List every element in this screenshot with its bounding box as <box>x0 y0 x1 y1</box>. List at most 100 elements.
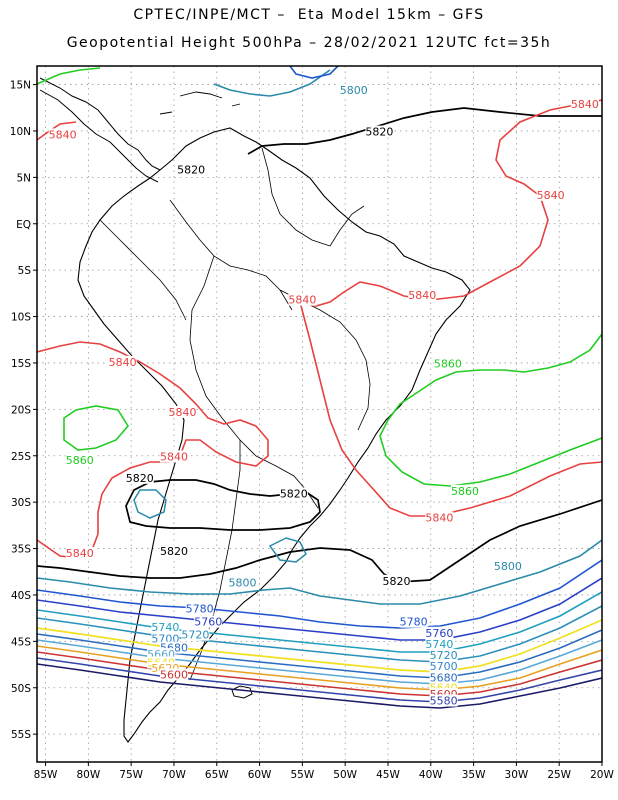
contour-label-background <box>151 621 180 634</box>
contour-label: 5800 <box>493 559 522 573</box>
lon-tick-label: 45W <box>376 769 400 781</box>
contour-label: 5840 <box>570 97 599 111</box>
contour-label: 5840 <box>168 405 197 419</box>
contour-label-background <box>279 487 308 500</box>
contour-label-text: 5720 <box>181 629 209 642</box>
contour-label-text: 5580 <box>430 695 458 708</box>
lon-tick-label: 25W <box>547 769 571 781</box>
contour-label-background <box>433 357 462 370</box>
caribbean-islands <box>159 91 241 115</box>
contour-label-text: 5820 <box>160 545 188 558</box>
contour-label-background <box>365 125 394 138</box>
contour-label-text: 5740 <box>425 638 453 651</box>
contour-label: 5840 <box>288 293 317 307</box>
contour-label-text: 5840 <box>408 289 436 302</box>
contour-label: 5840 <box>108 355 137 369</box>
country-borders <box>99 147 371 681</box>
map-subtitle: Geopotential Height 500hPa – 28/02/2021 … <box>66 35 552 51</box>
contour-5800-north <box>213 69 331 97</box>
contour-label: 5740 <box>151 621 180 634</box>
axis-ticks: 15N 10N 5N EQ 5S 10S 15S 20S 25S 30S 35S 40S 45S 50S 5… <box>10 80 615 781</box>
contour-label: 5800 <box>228 576 256 590</box>
lon-tick-label: 60W <box>248 769 272 781</box>
lon-tick-label: 55W <box>291 769 315 781</box>
contour-label-background <box>493 559 522 572</box>
contour-label: 5860 <box>433 357 462 371</box>
contour-label: 5820 <box>125 471 154 485</box>
contour-label-text: 5840 <box>49 128 77 141</box>
map-title: CPTEC/INPE/MCT – Eta Model 15km – GFS <box>133 7 485 23</box>
lon-tick-label: 75W <box>119 769 143 781</box>
graticule-grid <box>37 66 603 762</box>
contour-label-background <box>108 355 137 368</box>
contour-5860-south <box>379 333 602 487</box>
contour-label: 5840 <box>159 450 188 463</box>
contour-label-background <box>151 632 180 645</box>
lat-tick-label: 10N <box>10 126 31 138</box>
contour-label: 5800 <box>339 83 368 97</box>
contour-label-background <box>451 484 480 497</box>
contour-label: 5580 <box>429 694 458 708</box>
lon-tick-label: 40W <box>419 769 443 781</box>
lat-tick-label: 30S <box>11 497 31 509</box>
lat-tick-label: 20S <box>11 404 31 416</box>
contour-label: 5740 <box>425 637 454 651</box>
contour-label-background <box>194 615 223 628</box>
lat-tick-label: 55S <box>11 729 31 741</box>
contour-label: 5600 <box>159 668 188 682</box>
contour-label-background <box>429 649 458 662</box>
south-america-coast <box>77 127 471 743</box>
contour-label-text: 5800 <box>228 577 256 590</box>
lat-tick-label: 50S <box>11 683 31 695</box>
lat-tick-label: 5S <box>18 265 32 277</box>
contour-label-text: 5720 <box>430 649 458 662</box>
contour-label-background <box>399 615 428 628</box>
contour-label-text: 5840 <box>425 512 453 525</box>
contour-label-text: 5680 <box>430 671 458 684</box>
contour-5660 <box>37 639 602 685</box>
contour-label-text: 5840 <box>66 547 94 560</box>
contour-5780 <box>37 559 602 629</box>
contour-label: 5780 <box>399 615 428 629</box>
contour-label-background <box>339 83 368 96</box>
contour-5600 <box>37 657 602 703</box>
contour-5800-closed-small <box>133 489 167 519</box>
contour-label-background <box>159 668 188 681</box>
contour-label-text: 5840 <box>109 356 137 369</box>
contour-5760 <box>37 577 602 641</box>
lon-tick-label: 50W <box>333 769 357 781</box>
lat-tick-label: 15N <box>10 80 31 92</box>
lat-tick-label: 35S <box>11 544 31 556</box>
contour-label-text: 5780 <box>186 603 214 616</box>
central-america-pacific-coast <box>39 89 159 183</box>
contours <box>37 66 602 709</box>
contour-label-text: 5840 <box>571 98 599 111</box>
contour-label: 5840 <box>425 512 454 525</box>
contour-label-background <box>65 454 94 467</box>
contour-label: 5820 <box>382 574 411 588</box>
falkland-islands <box>231 685 253 699</box>
contour-label: 5860 <box>451 484 480 498</box>
contour-label-background <box>536 188 565 201</box>
contour-label-text: 5840 <box>537 189 565 202</box>
map-frame <box>36 65 603 763</box>
contour-label-background <box>408 289 437 301</box>
contour-label-text: 5820 <box>365 126 393 139</box>
contour-5680 <box>37 629 602 679</box>
contour-label: 5820 <box>159 545 188 558</box>
contour-label-background <box>288 293 317 306</box>
contour-label-background <box>425 626 454 639</box>
contour-label-background <box>159 450 188 463</box>
contour-label: 5700 <box>429 660 458 673</box>
contour-label-background <box>429 694 458 707</box>
contour-label-text: 5800 <box>340 84 368 97</box>
contour-5840-south <box>37 301 602 559</box>
contour-label: 5720 <box>429 649 458 662</box>
contour-label-text: 5820 <box>280 488 308 501</box>
contour-label-background <box>570 97 599 110</box>
contour-5700 <box>37 619 602 673</box>
contour-label: 5760 <box>194 615 223 629</box>
contour-5780-north <box>289 66 339 79</box>
lon-tick-label: 30W <box>505 769 529 781</box>
